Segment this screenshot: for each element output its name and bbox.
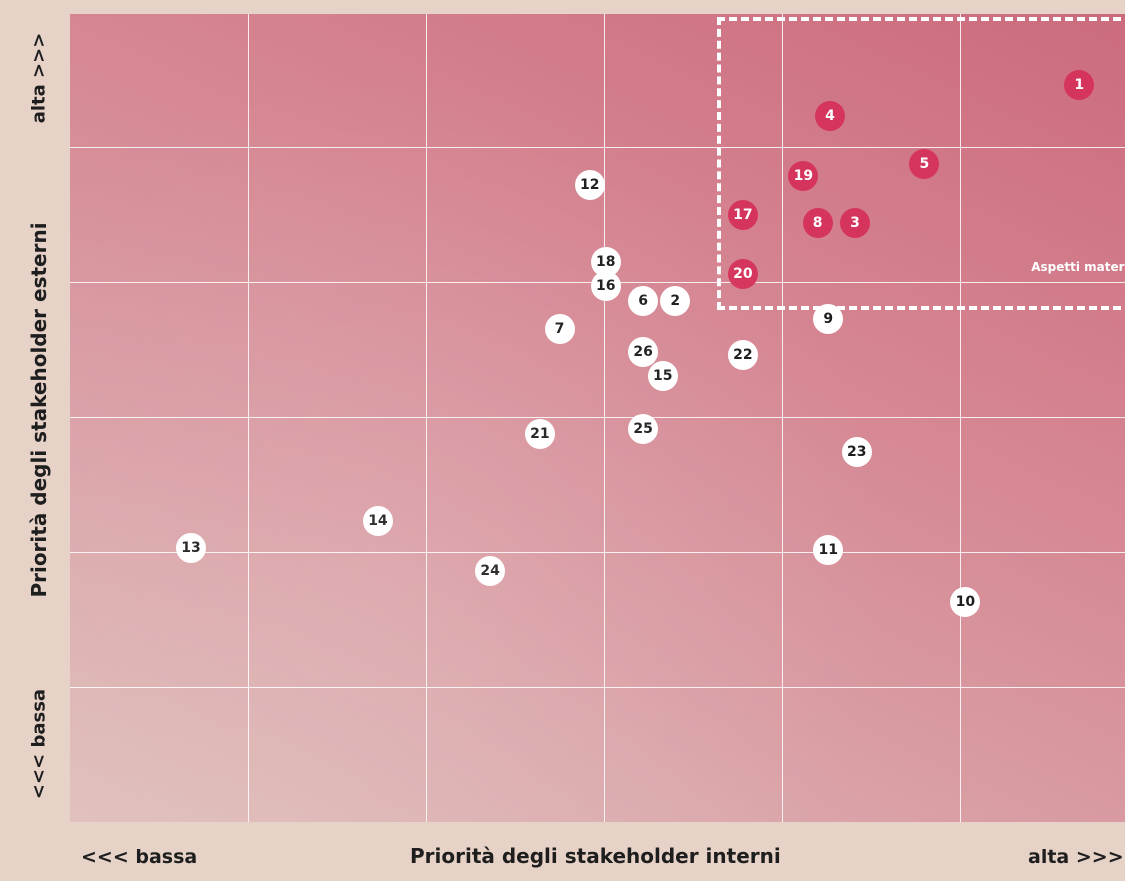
grid-vline xyxy=(248,14,249,822)
data-point-23: 23 xyxy=(841,436,872,467)
data-point-24: 24 xyxy=(475,555,506,586)
grid-vline xyxy=(604,14,605,822)
y-axis-title: Priorità degli stakeholder esterni xyxy=(27,222,51,598)
data-point-2: 2 xyxy=(660,286,691,317)
data-point-14: 14 xyxy=(362,505,393,536)
x-axis-low-label: <<< bassa xyxy=(81,846,198,868)
data-point-17: 17 xyxy=(727,199,758,230)
data-point-9: 9 xyxy=(813,303,844,334)
data-point-6: 6 xyxy=(628,286,659,317)
data-point-8: 8 xyxy=(802,207,833,238)
data-point-12: 12 xyxy=(574,170,605,201)
x-axis-high-label: alta >>> xyxy=(1028,846,1124,868)
data-point-20: 20 xyxy=(727,259,758,290)
data-point-13: 13 xyxy=(176,532,207,563)
data-point-10: 10 xyxy=(950,586,981,617)
data-point-15: 15 xyxy=(647,361,678,392)
grid-hline xyxy=(70,687,1125,688)
data-point-5: 5 xyxy=(909,148,940,179)
data-point-1: 1 xyxy=(1064,70,1095,101)
material-aspects-region: Aspetti materiali xyxy=(717,17,1125,310)
y-axis-low-label: <<< bassa xyxy=(28,688,50,800)
material-aspects-label: Aspetti materiali xyxy=(1031,260,1125,274)
data-point-3: 3 xyxy=(839,207,870,238)
data-point-7: 7 xyxy=(544,314,575,345)
grid-hline xyxy=(70,147,1125,148)
data-point-18: 18 xyxy=(590,246,621,277)
data-point-19: 19 xyxy=(788,160,819,191)
data-point-22: 22 xyxy=(727,339,758,370)
grid-vline xyxy=(960,14,961,822)
grid-vline xyxy=(426,14,427,822)
grid-hline xyxy=(70,417,1125,418)
plot-area: Aspetti materiali 1234567891011121314151… xyxy=(70,14,1125,822)
y-axis-high-label: alta >>> xyxy=(28,32,50,124)
grid-hline xyxy=(70,552,1125,553)
grid-vline xyxy=(782,14,783,822)
data-point-26: 26 xyxy=(628,337,659,368)
data-point-4: 4 xyxy=(815,101,846,132)
data-point-21: 21 xyxy=(524,419,555,450)
x-axis-title: Priorità degli stakeholder interni xyxy=(410,844,781,868)
data-point-11: 11 xyxy=(813,535,844,566)
data-point-25: 25 xyxy=(628,414,659,445)
